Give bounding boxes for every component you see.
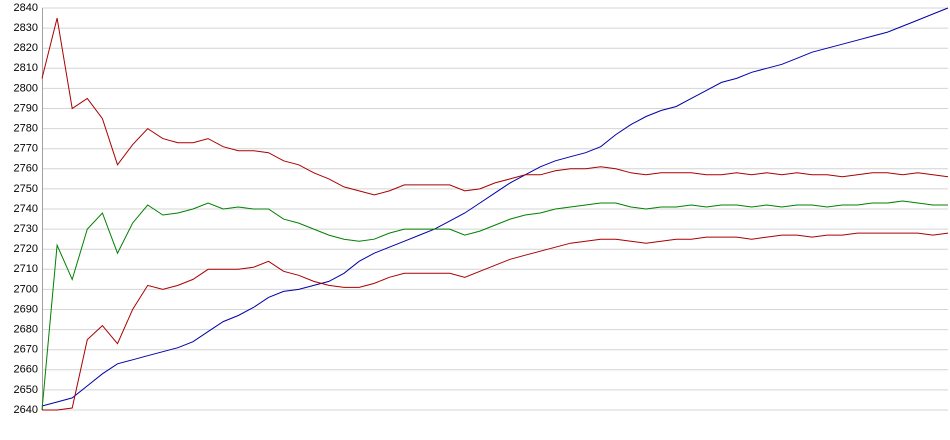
series-line — [41, 7, 949, 407]
series-line — [41, 17, 949, 196]
y-tick-label: 2710 — [14, 263, 38, 275]
y-tick-label: 2730 — [14, 223, 38, 235]
y-tick-label: 2680 — [14, 324, 38, 336]
y-tick-label: 2840 — [14, 2, 38, 14]
y-tick-label: 2700 — [14, 283, 38, 295]
y-tick-label: 2820 — [14, 42, 38, 54]
y-tick-label: 2690 — [14, 303, 38, 315]
series-line — [42, 232, 949, 411]
y-tick-label: 2780 — [14, 123, 38, 135]
y-tick-label: 2720 — [14, 243, 38, 255]
y-tick-label: 2640 — [14, 404, 38, 416]
y-tick-label: 2770 — [14, 143, 38, 155]
y-tick-label: 2810 — [14, 62, 38, 74]
y-tick-label: 2760 — [14, 163, 38, 175]
y-tick-label: 2650 — [14, 384, 38, 396]
series-line — [41, 200, 948, 411]
y-tick-label: 2790 — [14, 102, 38, 114]
y-tick-label: 2740 — [14, 203, 38, 215]
y-tick-label: 2800 — [14, 82, 38, 94]
y-tick-label: 2830 — [14, 22, 38, 34]
y-tick-label: 2750 — [14, 183, 38, 195]
y-tick-label: 2660 — [14, 364, 38, 376]
y-tick-label: 2670 — [14, 344, 38, 356]
